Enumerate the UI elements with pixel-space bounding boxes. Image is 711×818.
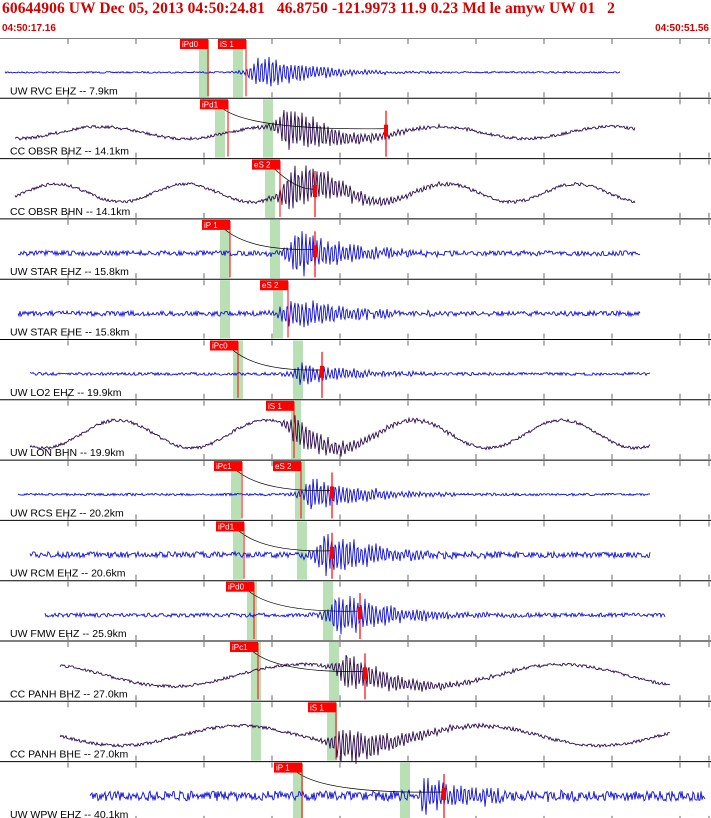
pick-flag[interactable] (230, 642, 258, 652)
event-header: 60644906 UW Dec 05, 2013 04:50:24.81 46.… (0, 0, 711, 38)
waveform (17, 231, 641, 277)
pick-label: eS 2 (254, 161, 271, 170)
waveform (44, 596, 666, 635)
trace-row[interactable]: iPd1 CC OBSR BHZ -- 14.1km (10, 99, 636, 158)
pick-label: iPd1 (202, 100, 219, 109)
pick-flag[interactable] (252, 159, 280, 170)
station-label: CC OBSR BHZ -- 14.1km (10, 146, 129, 158)
station-label: CC PANH BHE -- 27.0km (10, 749, 128, 761)
station-label: UW LON BHN -- 19.9km (10, 447, 125, 459)
station-label: UW RCS EHZ -- 20.2km (10, 507, 124, 519)
pick-flag[interactable] (260, 280, 288, 291)
trace-row[interactable]: iPd0 iS 1 UW RVC EHZ -- 7.9km (4, 39, 621, 98)
pick-flag[interactable] (216, 521, 244, 532)
station-label: UW STAR EHZ -- 15.8km (10, 266, 129, 278)
trace-row[interactable]: iS 1 CC PANH BHE -- 27.0km (10, 702, 670, 764)
pick-flag[interactable] (210, 340, 238, 351)
station-label: UW LO2 EHZ -- 19.9km (10, 387, 122, 399)
pick-flag[interactable] (214, 461, 242, 472)
pick-label: iPc0 (212, 342, 228, 351)
trace-row[interactable]: eS 2 UW STAR EHE -- 15.8km (10, 280, 641, 339)
pick-flag[interactable] (266, 400, 294, 411)
pick-flag[interactable] (180, 39, 208, 49)
pick-label: iPc1 (216, 462, 232, 471)
trace-row[interactable]: eS 2 CC OBSR BHN -- 14.1km (10, 159, 636, 218)
pick-flag[interactable] (202, 219, 230, 230)
pick-label: iS 1 (310, 703, 324, 712)
trace-row[interactable]: iPc0 UW LO2 EHZ -- 19.9km (10, 340, 651, 399)
station-label: UW RCM EHZ -- 20.6km (10, 568, 126, 580)
pick-flag[interactable] (274, 762, 302, 773)
station-label: UW RVC EHZ -- 7.9km (10, 85, 118, 97)
pick-flag[interactable] (308, 702, 336, 713)
station-label: UW STAR EHE -- 15.8km (10, 327, 130, 339)
pick-label: iS 1 (268, 402, 282, 411)
pick-flag[interactable] (226, 581, 254, 592)
pick-label: iPd1 (218, 522, 235, 531)
waveform (17, 478, 651, 510)
waveform (17, 300, 641, 328)
seismogram-panel[interactable]: iPd0 iS 1 UW RVC EHZ -- 7.9km iPd1 CC OBSR B… (0, 38, 711, 818)
waveform (89, 777, 706, 815)
station-label: UW WPW EHZ -- 40.1km (10, 809, 129, 818)
pick-label: iP 1 (276, 764, 290, 773)
grid (0, 38, 711, 818)
waveform (4, 56, 621, 87)
waveform (14, 165, 636, 210)
pick-label: iPd0 (228, 583, 245, 592)
trace-row[interactable]: iP 1 UW WPW EHZ -- 40.1km (10, 762, 706, 818)
waveform (29, 415, 651, 457)
pick-label: iPd0 (182, 40, 199, 49)
start-time: 04:50:17.16 (2, 23, 56, 34)
pick-label: eS 2 (262, 281, 279, 290)
waveform (14, 110, 636, 150)
waveform (29, 533, 651, 577)
station-label: CC OBSR BHN -- 14.1km (10, 206, 130, 218)
pick-flag[interactable] (200, 99, 228, 110)
trace-row[interactable]: iPd0 UW FMW EHZ -- 25.9km (10, 581, 666, 640)
end-time: 04:50:51.56 (655, 23, 709, 34)
pick-label: iS 1 (220, 40, 234, 49)
station-label: UW FMW EHZ -- 25.9km (10, 628, 127, 640)
pick-label: iP 1 (204, 221, 218, 230)
trace-row[interactable]: iPc1 CC PANH BHZ -- 27.0km (10, 642, 671, 701)
trace-row[interactable]: iPc1 eS 2 UW RCS EHZ -- 20.2km (10, 461, 651, 520)
waveform (59, 722, 670, 764)
pick-flag[interactable] (273, 461, 301, 472)
trace-row[interactable]: iS 1 UW LON BHN -- 19.9km (10, 400, 651, 459)
trace-row[interactable]: iP 1 UW STAR EHZ -- 15.8km (10, 219, 641, 279)
pick-label: iPc1 (232, 643, 248, 652)
station-label: CC PANH BHZ -- 27.0km (10, 688, 128, 700)
trace-row[interactable]: iPd1 UW RCM EHZ -- 20.6km (10, 521, 651, 580)
pick-flag[interactable] (218, 39, 246, 49)
pick-label: eS 2 (275, 462, 292, 471)
event-title: 60644906 UW Dec 05, 2013 04:50:24.81 46.… (2, 0, 616, 17)
waveform (29, 362, 651, 385)
